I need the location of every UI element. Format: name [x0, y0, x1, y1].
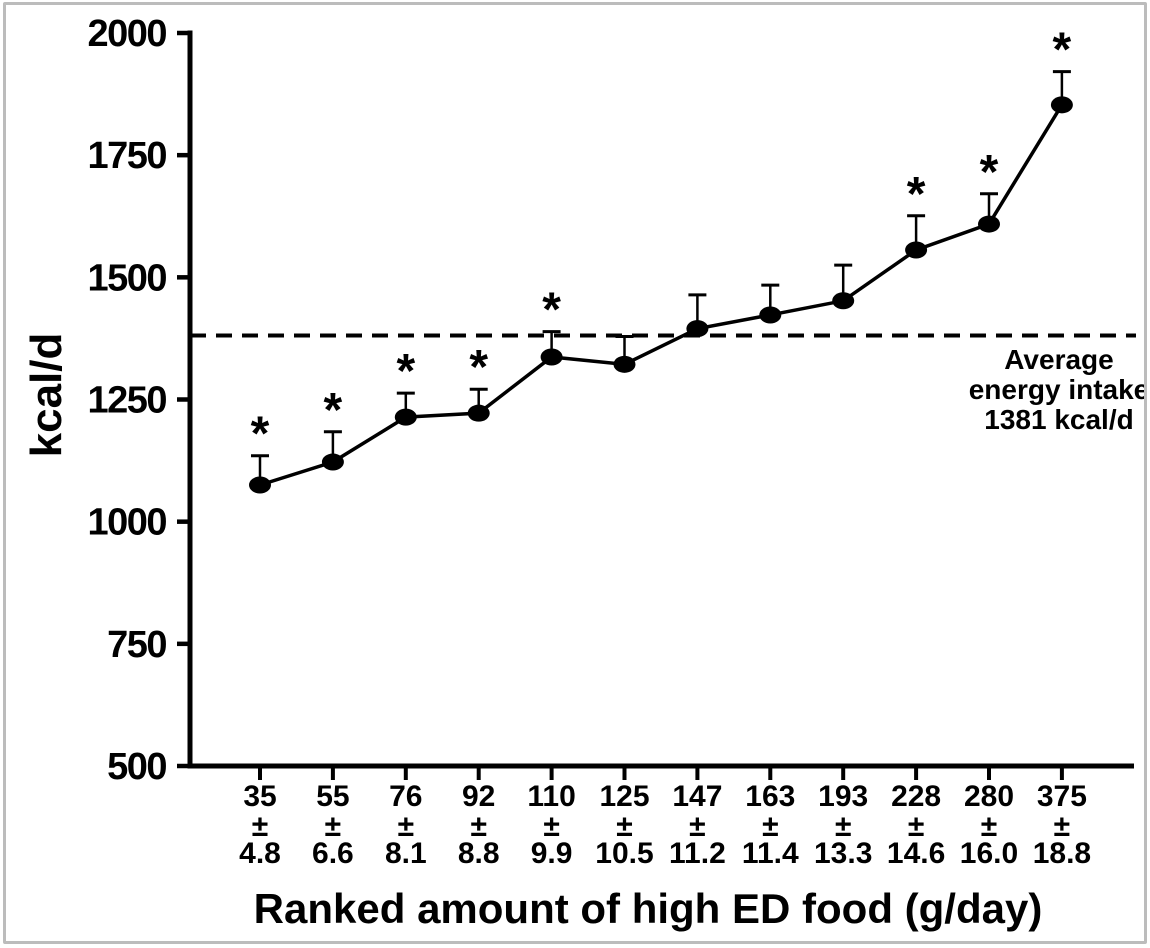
x-tick-plusminus: ±: [325, 810, 341, 843]
x-tick-se: 10.5: [595, 837, 653, 870]
x-tick-plusminus: ±: [616, 810, 632, 843]
x-tick-amount: 147: [672, 780, 722, 813]
data-point: [905, 241, 928, 259]
x-tick-plusminus: ±: [689, 810, 705, 843]
x-tick-plusminus: ±: [1054, 810, 1070, 843]
data-point: [1050, 96, 1073, 114]
x-tick-amount: 55: [316, 780, 349, 813]
data-point: [467, 404, 490, 422]
data-point: [686, 320, 709, 338]
x-tick-se: 6.6: [312, 837, 354, 870]
reference-line-label-line1: Average: [1004, 344, 1114, 375]
x-tick-plusminus: ±: [908, 810, 924, 843]
x-tick-plusminus: ±: [981, 810, 997, 843]
reference-line-label: Average energy intake 1381 kcal/d: [968, 344, 1147, 435]
x-tick-plusminus: ±: [762, 810, 778, 843]
x-tick-se: 9.9: [531, 837, 573, 870]
x-tick-se: 18.8: [1033, 837, 1091, 870]
data-point: [394, 408, 417, 426]
x-tick-amount: 35: [243, 780, 276, 813]
significance-asterisk: *: [251, 408, 270, 461]
significance-asterisk: *: [1053, 24, 1072, 77]
y-tick-label: 500: [107, 746, 166, 788]
x-tick-se: 8.1: [385, 837, 427, 870]
significance-asterisk: *: [396, 345, 415, 398]
x-tick-plusminus: ±: [543, 810, 559, 843]
x-axis-title: Ranked amount of high ED food (g/day): [253, 885, 1043, 932]
energy-intake-chart: * ** *** **5007501000125015001750200035±4.8…: [87, 13, 1136, 870]
x-tick-se: 16.0: [960, 837, 1018, 870]
x-tick-se: 4.8: [239, 837, 281, 870]
x-tick-se: 14.6: [887, 837, 945, 870]
data-point: [832, 292, 855, 310]
significance-asterisk: *: [907, 168, 926, 221]
x-tick-amount: 228: [891, 780, 941, 813]
x-tick-amount: 375: [1037, 780, 1087, 813]
data-point: [321, 453, 344, 471]
data-point: [613, 355, 636, 373]
x-tick-se: 13.3: [814, 837, 872, 870]
x-tick-plusminus: ±: [252, 810, 268, 843]
x-tick-plusminus: ±: [835, 810, 851, 843]
reference-line-label-line2: energy intake: [968, 374, 1147, 405]
x-tick-amount: 163: [745, 780, 795, 813]
x-tick-se: 8.8: [458, 837, 500, 870]
energy-intake-line: [259, 103, 1064, 487]
y-axis-title: kcal/d: [22, 332, 71, 458]
significance-asterisk: *: [980, 146, 999, 199]
x-tick-se: 11.4: [742, 837, 799, 870]
x-tick-amount: 280: [964, 780, 1014, 813]
figure-frame: * * * * * * * * 500 750 1000 1250 1500 1750 2000 35 ±4.8…: [3, 2, 1147, 944]
reference-line-label-line3: 1381 kcal/d: [984, 404, 1134, 435]
data-point: [978, 215, 1000, 233]
x-tick-se: 11.2: [669, 837, 726, 870]
significance-asterisk: *: [469, 341, 488, 394]
data-point: [759, 306, 782, 324]
y-tick-label: 1250: [87, 380, 166, 422]
y-tick-label: 1750: [87, 135, 166, 177]
significance-asterisk: *: [324, 384, 343, 437]
x-tick-amount: 92: [462, 780, 495, 813]
y-tick-label: 2000: [87, 13, 166, 55]
x-tick-amount: 193: [818, 780, 868, 813]
x-tick-amount: 76: [389, 780, 422, 813]
x-tick-plusminus: ±: [398, 810, 414, 843]
y-tick-label: 1000: [87, 502, 166, 544]
data-point: [249, 476, 271, 494]
x-tick-plusminus: ±: [470, 810, 486, 843]
significance-asterisk: *: [542, 284, 561, 337]
data-point: [540, 348, 563, 366]
x-tick-amount: 125: [599, 780, 649, 813]
x-tick-amount: 110: [527, 780, 575, 813]
y-tick-label: 750: [107, 624, 166, 666]
y-tick-label: 1500: [87, 257, 166, 299]
